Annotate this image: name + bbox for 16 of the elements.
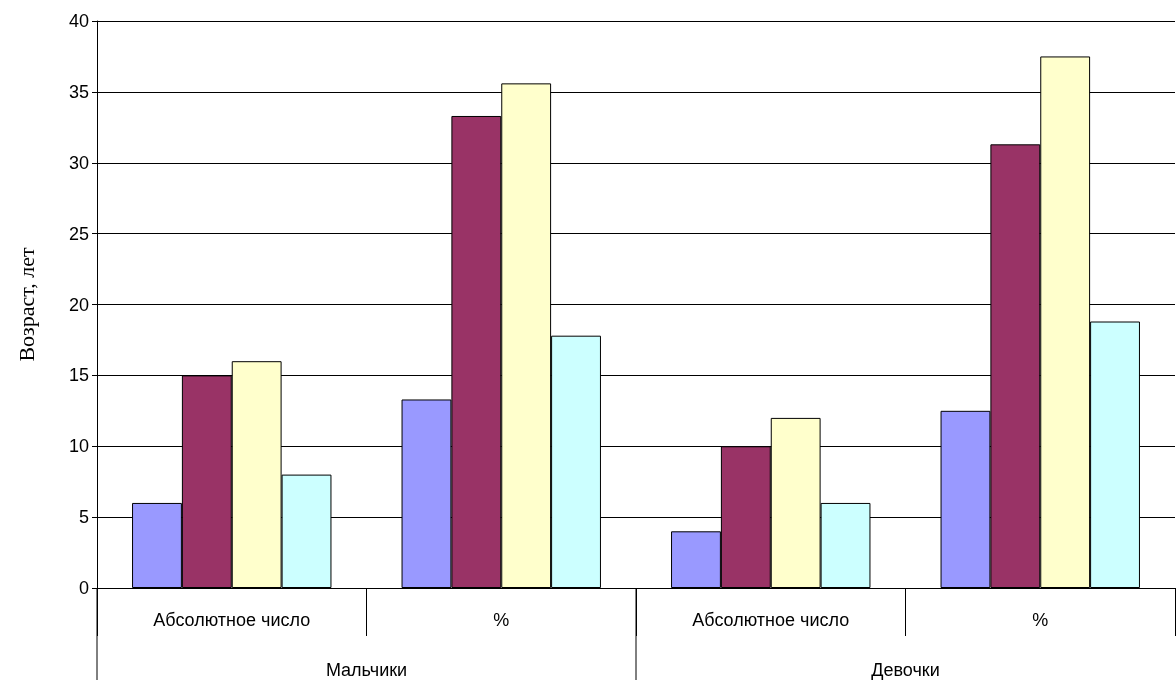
- x-tick-label: %: [1032, 610, 1049, 630]
- text: Мальчики: [325, 660, 408, 680]
- y-tick-label: 5: [78, 507, 89, 528]
- x-tick-label: Абсолютное число: [153, 610, 311, 630]
- y-tick-label: 0: [78, 578, 89, 598]
- y-tick-label: 30: [68, 152, 89, 173]
- y-tick-label: 25: [68, 223, 89, 244]
- y-tick-label: 10: [68, 436, 89, 457]
- y-tick-label: 35: [68, 81, 89, 102]
- y-tick-label: 15: [68, 365, 89, 386]
- y-tick-label: 40: [68, 11, 89, 31]
- x-tick-label: Абсолютное число: [692, 610, 850, 630]
- y-tick-label: 20: [68, 294, 89, 315]
- text: Девочки: [871, 660, 940, 680]
- x-tick-label: %: [493, 610, 510, 630]
- y-axis-title: Возраст, лет: [13, 247, 39, 362]
